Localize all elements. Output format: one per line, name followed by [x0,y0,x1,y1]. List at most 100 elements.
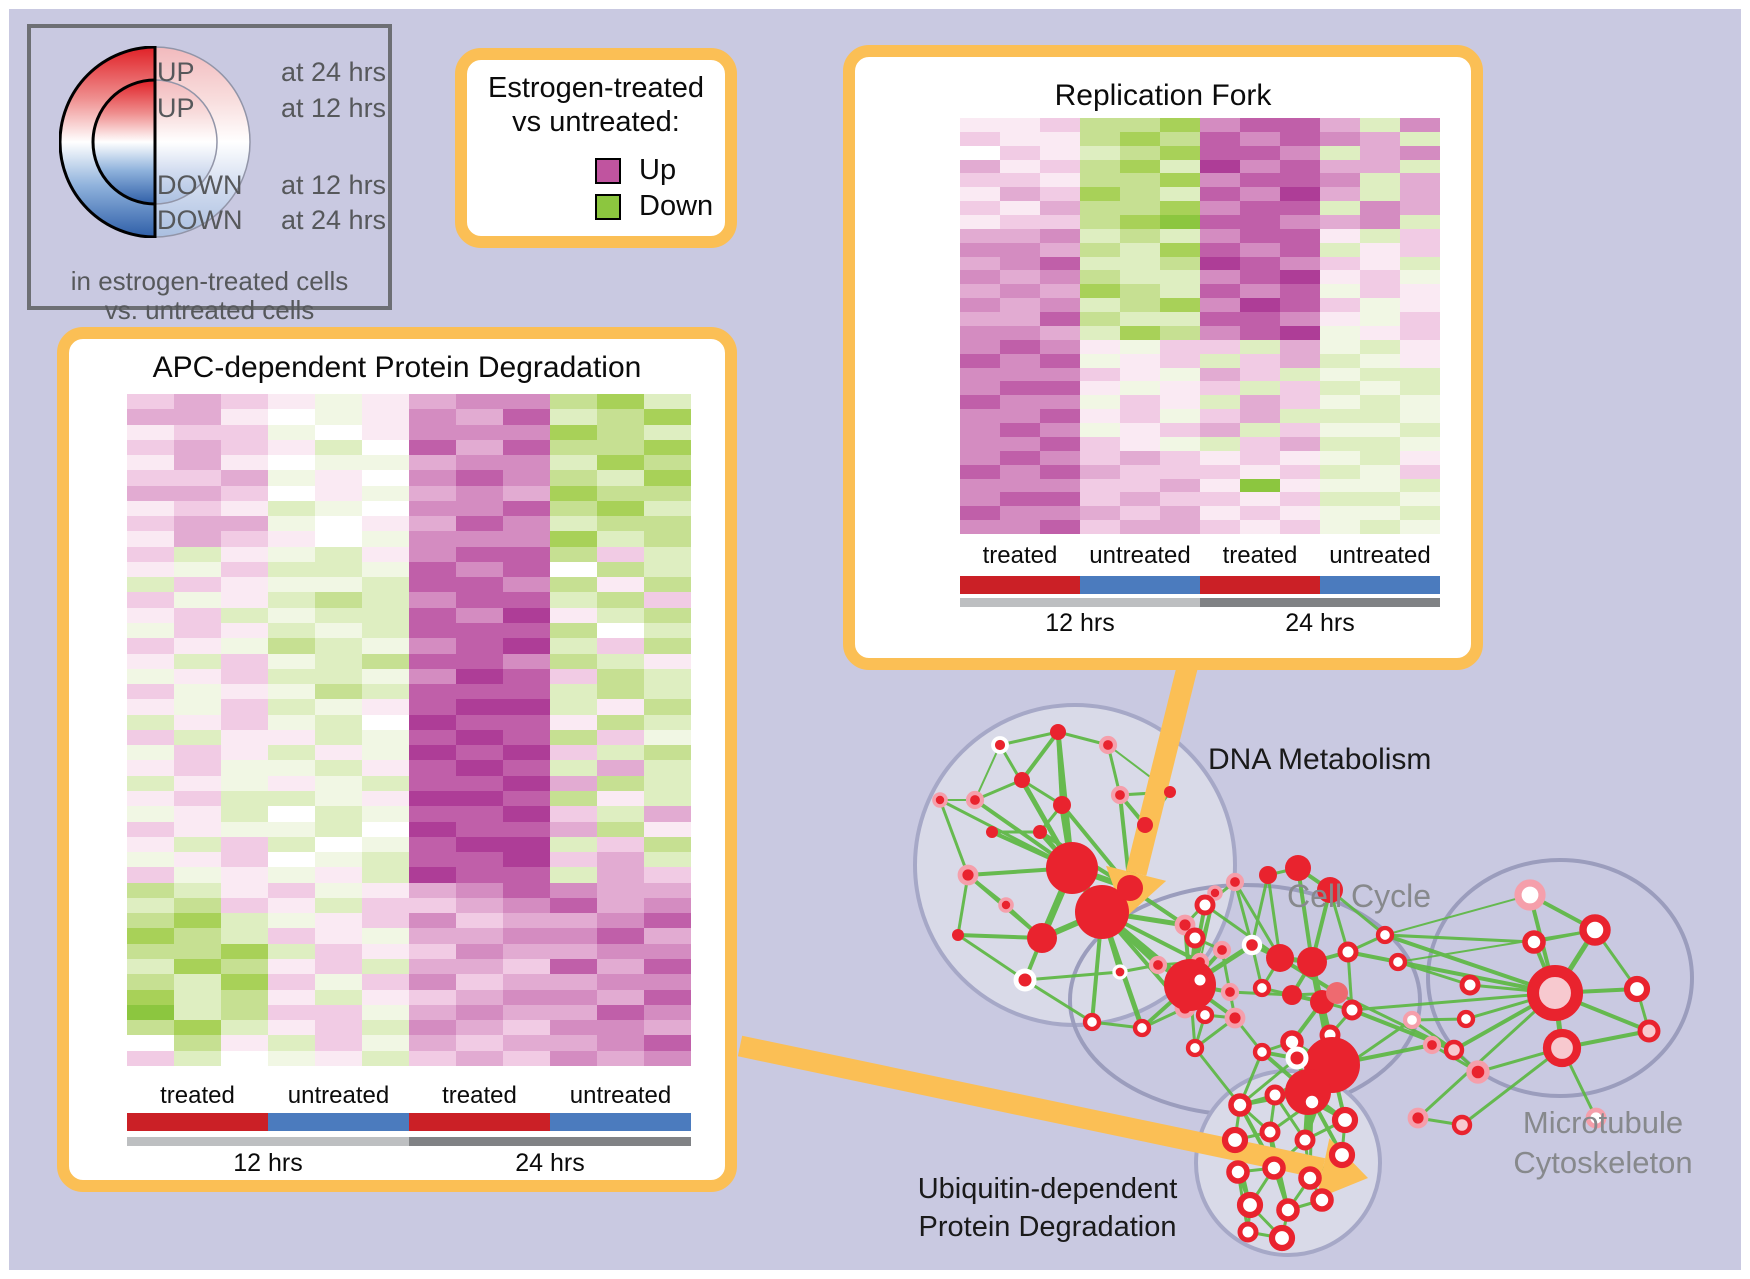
heatmap-cell [315,668,362,685]
heatmap-cell [1400,395,1440,410]
heatmap-cell [550,775,597,791]
heatmap-cell [456,699,503,715]
heatmap-cell [456,577,503,593]
heatmap-cell [315,439,362,456]
heatmap-cell [550,714,597,730]
heatmap-cell [1240,201,1280,216]
heatmap-cell [174,989,221,1005]
heatmap-cell [221,516,268,532]
heatmap-cell [1080,409,1120,423]
heatmap-cell [1160,270,1200,285]
heatmap-cell [960,506,1000,521]
heatmap-cell [1080,339,1120,354]
heatmap-cell [1320,242,1360,257]
heatmap-cell [1400,381,1440,396]
heatmap-cell [1080,436,1120,451]
heatmap-cell [1200,131,1240,146]
heatmap-cell [1000,187,1040,202]
heatmap-cell [174,455,221,471]
heatmap-cell [597,470,644,486]
heatmap-cell [315,546,362,562]
network-node [1623,975,1651,1003]
heatmap-cell [174,714,221,730]
heatmap-cell [960,339,1000,354]
heatmap-cell [644,622,691,639]
heatmap-cell [644,806,691,822]
heatmap-cell [268,714,315,730]
heatmap-cell [550,622,597,639]
heatmap-cell [268,592,315,608]
heatmap-cell [597,867,644,883]
heatmap-cell [174,592,221,608]
heatmap-cell [960,131,1000,146]
heatmap-cell [1080,492,1120,507]
heatmap-cell [127,516,174,532]
heatmap-cell [550,592,597,608]
heatmap-cell [456,1050,503,1066]
heatmap-cell [597,882,644,898]
heatmap-cell [644,913,691,929]
heatmap-cell [1200,492,1240,507]
heatmap-cell [1240,298,1280,313]
heatmap-cell [362,485,409,501]
heatmap-cell [597,622,644,639]
replication-fork-panel: Replication Fork treated untreated treat… [843,45,1483,670]
heatmap-cell [127,959,174,975]
heatmap-cell [550,531,597,547]
network-node [932,792,948,808]
heatmap-cell [221,989,268,1005]
heatmap-cell [1240,270,1280,285]
heatmap-cell [456,1035,503,1051]
heatmap-cell [1000,339,1040,354]
heatmap-cell [315,1020,362,1036]
heatmap-cell [550,821,597,837]
heatmap-cell [268,394,315,410]
heatmap-cell [597,500,644,517]
ring-legend-box: UP at 24 hrs UP at 12 hrs DOWN at 12 hrs DO… [27,24,392,325]
heatmap-cell [315,974,362,990]
heatmap-cell [1360,298,1400,313]
heatmap-cell [174,546,221,562]
network-edge [1461,1046,1563,1127]
heatmap-cell [127,974,174,990]
heatmap-cell [1120,242,1160,257]
heatmap-cell [1240,131,1280,146]
heatmap-cell [503,760,550,776]
heatmap-cell [409,1020,456,1036]
heatmap-cell [1000,325,1040,340]
heatmap-cell [362,821,409,837]
heatmap-cell [1120,353,1160,368]
heatmap-cell [362,806,409,822]
heatmap-cell [1080,423,1120,437]
legend-row-up-24: UP at 24 hrs [157,57,386,88]
heatmap-cell [174,638,221,654]
heatmap-cell [268,852,315,868]
heatmap-cell [503,836,550,853]
heatmap-cell [221,1020,268,1036]
heatmap-cell [362,928,409,944]
heatmap-cell [1120,506,1160,521]
heatmap-cell [1200,423,1240,437]
heatmap-cell [1160,381,1200,396]
heatmap-cell [268,531,315,547]
heatmap-cell [315,790,362,807]
heatmap-cell [456,500,503,517]
heatmap-cell [1120,312,1160,326]
heatmap-cell [503,989,550,1005]
heatmap-cell [597,638,644,654]
heatmap-cell [644,394,691,410]
heatmap-cell [503,913,550,929]
heatmap-cell [315,394,362,410]
heatmap-cell [1320,436,1360,451]
updown-legend-title-line2: vs untreated: [512,106,680,138]
heatmap-cell [362,974,409,990]
heatmap-cell [315,577,362,593]
heatmap-cell [409,913,456,929]
heatmap-cell [550,959,597,975]
heatmap-cell [268,699,315,715]
heatmap-cell [550,943,597,960]
heatmap-cell [362,607,409,623]
heatmap-cell [503,470,550,486]
heatmap-cell [1240,173,1280,188]
heatmap-cell [1280,215,1320,229]
